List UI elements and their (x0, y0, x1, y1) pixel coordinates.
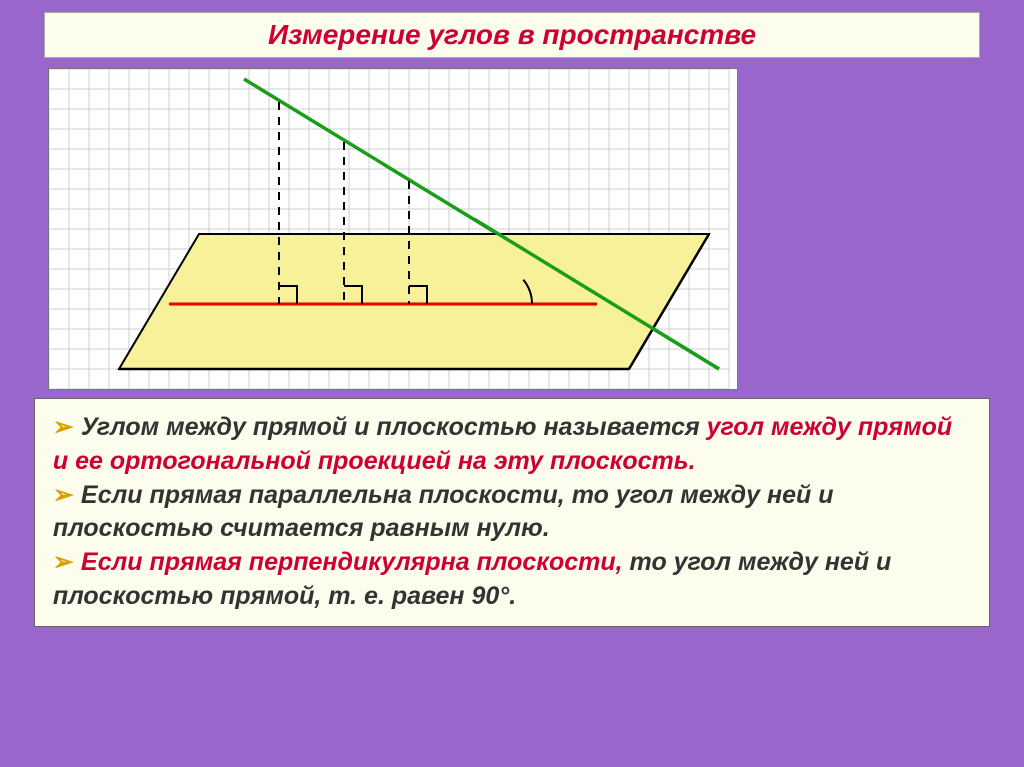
slide: Измерение углов в пространстве ➢ Углом м… (0, 0, 1024, 767)
chevron-right-icon: ➢ (53, 481, 81, 509)
p3-lead: Если прямая перпендикулярна плоскости, (81, 548, 623, 576)
plane (119, 234, 709, 369)
diagram-svg (49, 69, 737, 389)
p1-lead: Углом между прямой и плоскостью называет… (81, 413, 707, 441)
paragraph-3: ➢ Если прямая перпендикулярна плоскости,… (53, 546, 971, 614)
text-box: ➢ Углом между прямой и плоскостью называ… (34, 398, 990, 627)
page-title: Измерение углов в пространстве (268, 19, 756, 50)
paragraph-2: ➢ Если прямая параллельна плоскости, то … (53, 479, 971, 547)
chevron-right-icon: ➢ (53, 413, 81, 441)
p2-lead: Если прямая параллельна плоскости, то уг… (53, 481, 834, 543)
title-box: Измерение углов в пространстве (44, 12, 980, 58)
chevron-right-icon: ➢ (53, 548, 81, 576)
diagram-box (48, 68, 738, 390)
paragraph-1: ➢ Углом между прямой и плоскостью называ… (53, 411, 971, 479)
